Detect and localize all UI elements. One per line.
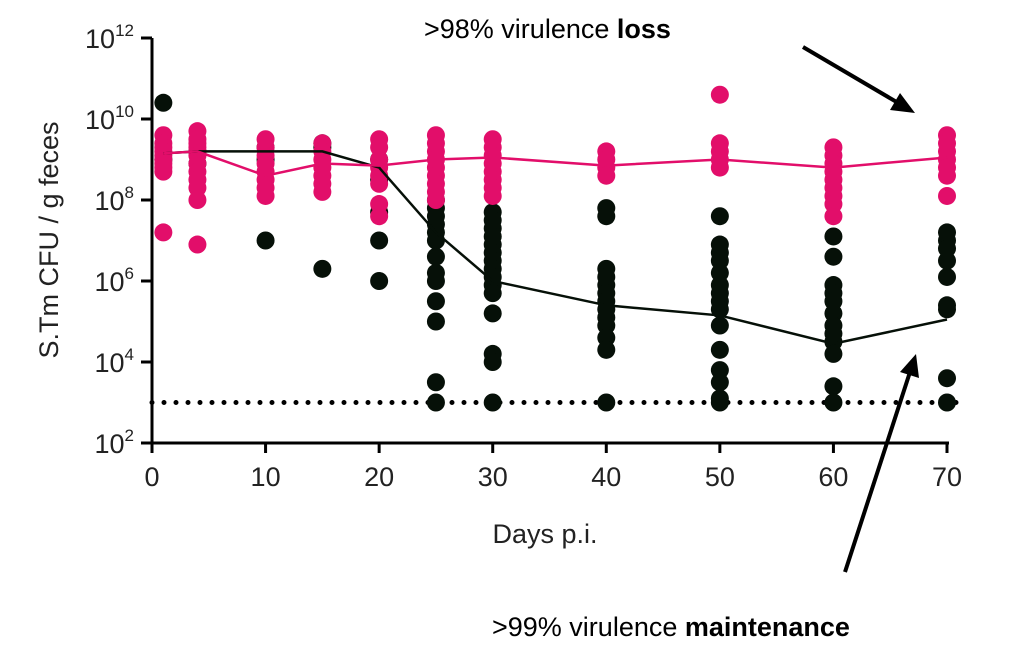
annotation-maintenance-bold: maintenance bbox=[684, 612, 850, 642]
x-tick-label: 60 bbox=[818, 462, 848, 492]
data-point bbox=[483, 393, 502, 412]
data-point bbox=[426, 312, 445, 331]
data-point bbox=[938, 166, 956, 185]
data-point bbox=[188, 191, 207, 209]
data-point bbox=[824, 207, 843, 226]
data-point bbox=[938, 251, 956, 270]
data-point bbox=[154, 223, 173, 242]
data-point bbox=[938, 393, 956, 412]
y-tick-label: 108 bbox=[94, 183, 134, 216]
data-point bbox=[370, 207, 389, 226]
data-point bbox=[483, 284, 502, 303]
data-point bbox=[938, 186, 956, 205]
data-point bbox=[710, 85, 729, 104]
median-line bbox=[163, 150, 948, 346]
data-point bbox=[824, 344, 843, 363]
data-point bbox=[710, 393, 729, 412]
data-point bbox=[313, 182, 332, 201]
annotation-maintenance: >99% virulence maintenance bbox=[492, 612, 850, 643]
data-point bbox=[370, 272, 389, 290]
data-point bbox=[938, 300, 956, 319]
data-point bbox=[710, 158, 729, 177]
data-point bbox=[938, 369, 956, 388]
data-point bbox=[426, 247, 445, 266]
data-point bbox=[483, 186, 502, 205]
data-point bbox=[154, 93, 173, 112]
data-point bbox=[597, 207, 616, 226]
arrow-loss bbox=[801, 45, 915, 113]
data-point bbox=[426, 393, 445, 412]
data-point bbox=[188, 235, 207, 254]
data-point bbox=[154, 162, 173, 181]
y-tick-label: 106 bbox=[94, 264, 134, 297]
data-point bbox=[426, 272, 445, 290]
x-tick-label: 30 bbox=[478, 462, 508, 492]
data-point bbox=[256, 186, 275, 205]
data-point bbox=[824, 393, 843, 412]
data-point bbox=[370, 231, 389, 250]
y-tick-label: 1012 bbox=[85, 21, 134, 54]
median-line bbox=[163, 150, 948, 177]
y-axis-label: S.Tm CFU / g feces bbox=[34, 121, 64, 358]
data-point bbox=[710, 340, 729, 359]
data-point bbox=[824, 377, 843, 396]
x-tick-label: 50 bbox=[705, 462, 735, 492]
arrow-maintenance bbox=[843, 354, 919, 573]
x-tick-label: 70 bbox=[932, 462, 962, 492]
x-tick-label: 40 bbox=[591, 462, 621, 492]
data-point bbox=[597, 393, 616, 412]
annotation-loss: >98% virulence loss bbox=[424, 14, 671, 45]
x-tick-label: 20 bbox=[364, 462, 394, 492]
annotation-loss-text: >98% virulence bbox=[424, 14, 617, 44]
x-axis-label: Days p.i. bbox=[492, 519, 597, 549]
data-point bbox=[597, 340, 616, 359]
data-point bbox=[426, 231, 445, 250]
y-tick-label: 104 bbox=[94, 345, 134, 378]
data-point bbox=[483, 304, 502, 323]
data-point bbox=[938, 267, 956, 286]
x-tick-label: 0 bbox=[144, 462, 159, 492]
data-point bbox=[824, 227, 843, 246]
data-point bbox=[370, 174, 389, 193]
annotation-loss-bold: loss bbox=[616, 14, 671, 44]
annotation-maintenance-text: >99% virulence bbox=[492, 612, 685, 642]
data-point bbox=[710, 207, 729, 226]
data-point bbox=[426, 292, 445, 311]
data-point bbox=[483, 353, 502, 371]
data-point bbox=[256, 231, 275, 250]
data-point bbox=[824, 247, 843, 266]
data-point bbox=[426, 373, 445, 392]
data-point bbox=[426, 191, 445, 209]
data-point bbox=[710, 373, 729, 392]
x-tick-label: 10 bbox=[251, 462, 281, 492]
y-tick-label: 102 bbox=[94, 426, 134, 459]
data-point bbox=[313, 259, 332, 278]
y-tick-label: 1010 bbox=[85, 102, 134, 135]
data-point bbox=[710, 316, 729, 335]
data-point bbox=[597, 166, 616, 185]
